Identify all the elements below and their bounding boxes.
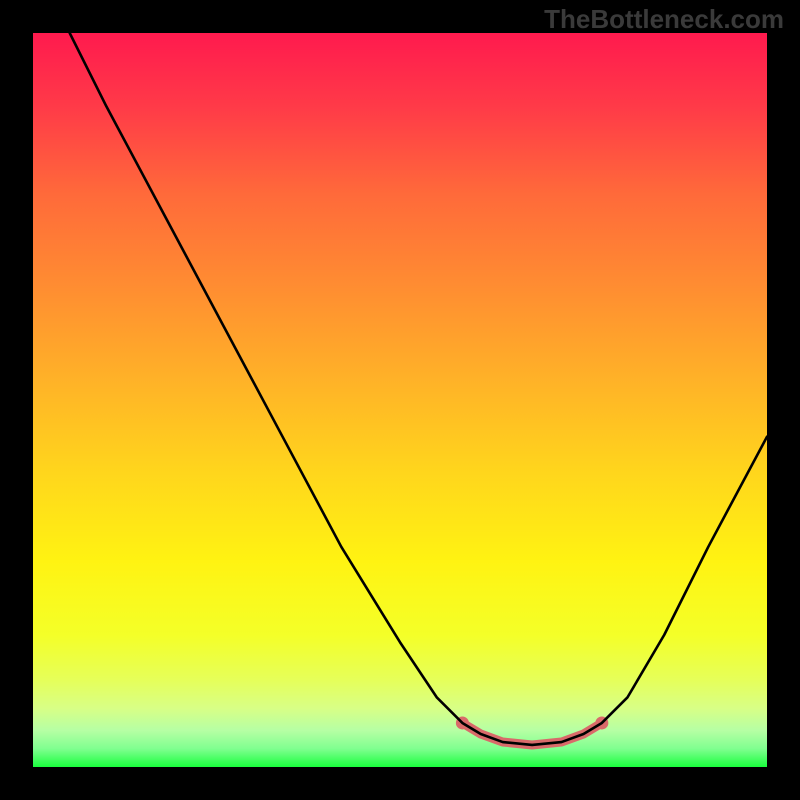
valley-curve: [70, 33, 767, 745]
attribution-label: TheBottleneck.com: [544, 4, 784, 35]
plot-area: [33, 33, 767, 767]
bottleneck-curve-svg: [33, 33, 767, 767]
